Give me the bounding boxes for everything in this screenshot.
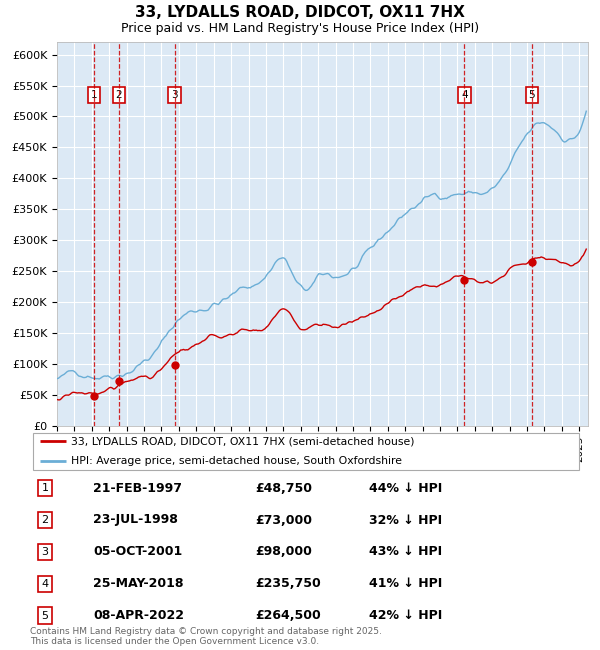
Text: 4: 4 (461, 90, 468, 100)
Text: 32% ↓ HPI: 32% ↓ HPI (369, 514, 442, 526)
Text: 41% ↓ HPI: 41% ↓ HPI (369, 577, 442, 590)
Text: Contains HM Land Registry data © Crown copyright and database right 2025.
This d: Contains HM Land Registry data © Crown c… (30, 627, 382, 646)
Text: £73,000: £73,000 (255, 514, 312, 526)
Text: 5: 5 (41, 610, 49, 621)
Text: 2: 2 (116, 90, 122, 100)
Text: Price paid vs. HM Land Registry's House Price Index (HPI): Price paid vs. HM Land Registry's House … (121, 22, 479, 35)
Text: 4: 4 (41, 578, 49, 589)
Text: 3: 3 (172, 90, 178, 100)
Text: 3: 3 (41, 547, 49, 557)
Text: 1: 1 (41, 483, 49, 493)
Text: 21-FEB-1997: 21-FEB-1997 (93, 482, 182, 495)
Text: £264,500: £264,500 (255, 609, 321, 622)
Text: £235,750: £235,750 (255, 577, 321, 590)
Text: £98,000: £98,000 (255, 545, 312, 558)
Text: 42% ↓ HPI: 42% ↓ HPI (369, 609, 442, 622)
Text: 33, LYDALLS ROAD, DIDCOT, OX11 7HX (semi-detached house): 33, LYDALLS ROAD, DIDCOT, OX11 7HX (semi… (71, 436, 415, 447)
Text: 43% ↓ HPI: 43% ↓ HPI (369, 545, 442, 558)
FancyBboxPatch shape (33, 432, 579, 470)
Text: 2: 2 (41, 515, 49, 525)
Text: £48,750: £48,750 (255, 482, 312, 495)
Text: 23-JUL-1998: 23-JUL-1998 (93, 514, 178, 526)
Text: 44% ↓ HPI: 44% ↓ HPI (369, 482, 442, 495)
Text: 25-MAY-2018: 25-MAY-2018 (93, 577, 184, 590)
Text: 5: 5 (529, 90, 535, 100)
Text: HPI: Average price, semi-detached house, South Oxfordshire: HPI: Average price, semi-detached house,… (71, 456, 403, 466)
Text: 1: 1 (91, 90, 97, 100)
Text: 08-APR-2022: 08-APR-2022 (93, 609, 184, 622)
Text: 05-OCT-2001: 05-OCT-2001 (93, 545, 182, 558)
Text: 33, LYDALLS ROAD, DIDCOT, OX11 7HX: 33, LYDALLS ROAD, DIDCOT, OX11 7HX (135, 5, 465, 20)
